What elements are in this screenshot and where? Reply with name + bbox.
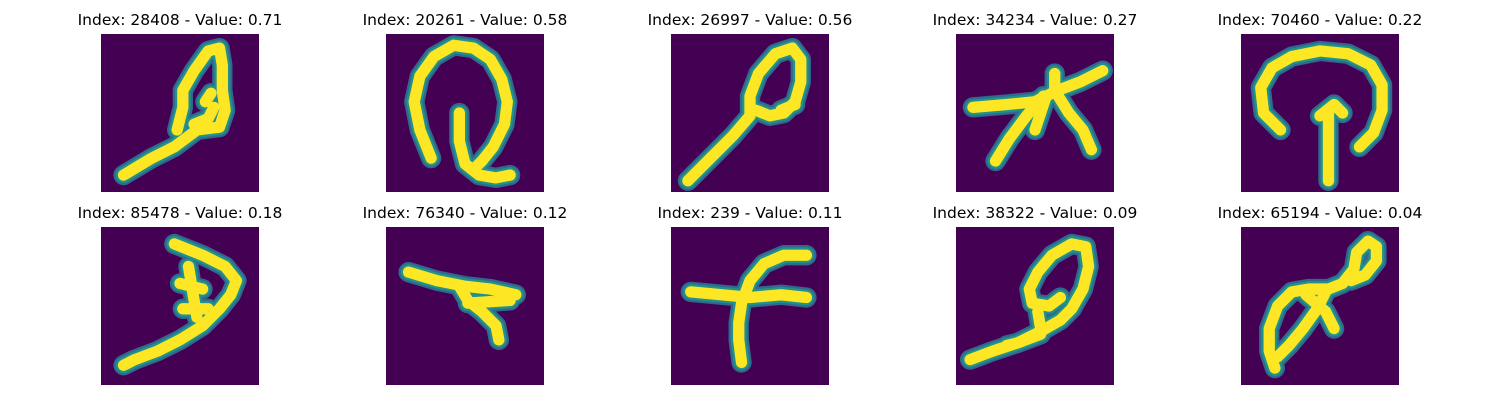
sample-title-4: Index: 34234 - Value: 0.27 (932, 11, 1138, 29)
sample-cell-3: Index: 26997 - Value: 0.56 (630, 11, 870, 192)
sample-title-6: Index: 85478 - Value: 0.18 (77, 204, 283, 222)
sample-cell-5: Index: 70460 - Value: 0.22 (1200, 11, 1440, 192)
sample-image-4 (956, 34, 1114, 192)
sample-title-10: Index: 65194 - Value: 0.04 (1217, 204, 1423, 222)
sample-title-7: Index: 76340 - Value: 0.12 (362, 204, 568, 222)
sample-cell-9: Index: 38322 - Value: 0.09 (915, 204, 1155, 385)
sample-image-10 (1241, 227, 1399, 385)
sample-title-3: Index: 26997 - Value: 0.56 (647, 11, 853, 29)
sample-image-9 (956, 227, 1114, 385)
sample-cell-7: Index: 76340 - Value: 0.12 (345, 204, 585, 385)
sample-cell-2: Index: 20261 - Value: 0.58 (345, 11, 585, 192)
sample-cell-8: Index: 239 - Value: 0.11 (630, 204, 870, 385)
sample-image-6 (101, 227, 259, 385)
sample-image-2 (386, 34, 544, 192)
sample-title-1: Index: 28408 - Value: 0.71 (77, 11, 283, 29)
sample-title-2: Index: 20261 - Value: 0.58 (362, 11, 568, 29)
sample-cell-10: Index: 65194 - Value: 0.04 (1200, 204, 1440, 385)
sample-title-9: Index: 38322 - Value: 0.09 (932, 204, 1138, 222)
sample-cell-6: Index: 85478 - Value: 0.18 (60, 204, 300, 385)
sample-image-5 (1241, 34, 1399, 192)
sample-cell-1: Index: 28408 - Value: 0.71 (60, 11, 300, 192)
sample-image-3 (671, 34, 829, 192)
sample-image-7 (386, 227, 544, 385)
sample-image-1 (101, 34, 259, 192)
sample-cell-4: Index: 34234 - Value: 0.27 (915, 11, 1155, 192)
sample-title-8: Index: 239 - Value: 0.11 (657, 204, 843, 222)
sample-image-8 (671, 227, 829, 385)
sample-title-5: Index: 70460 - Value: 0.22 (1217, 11, 1423, 29)
